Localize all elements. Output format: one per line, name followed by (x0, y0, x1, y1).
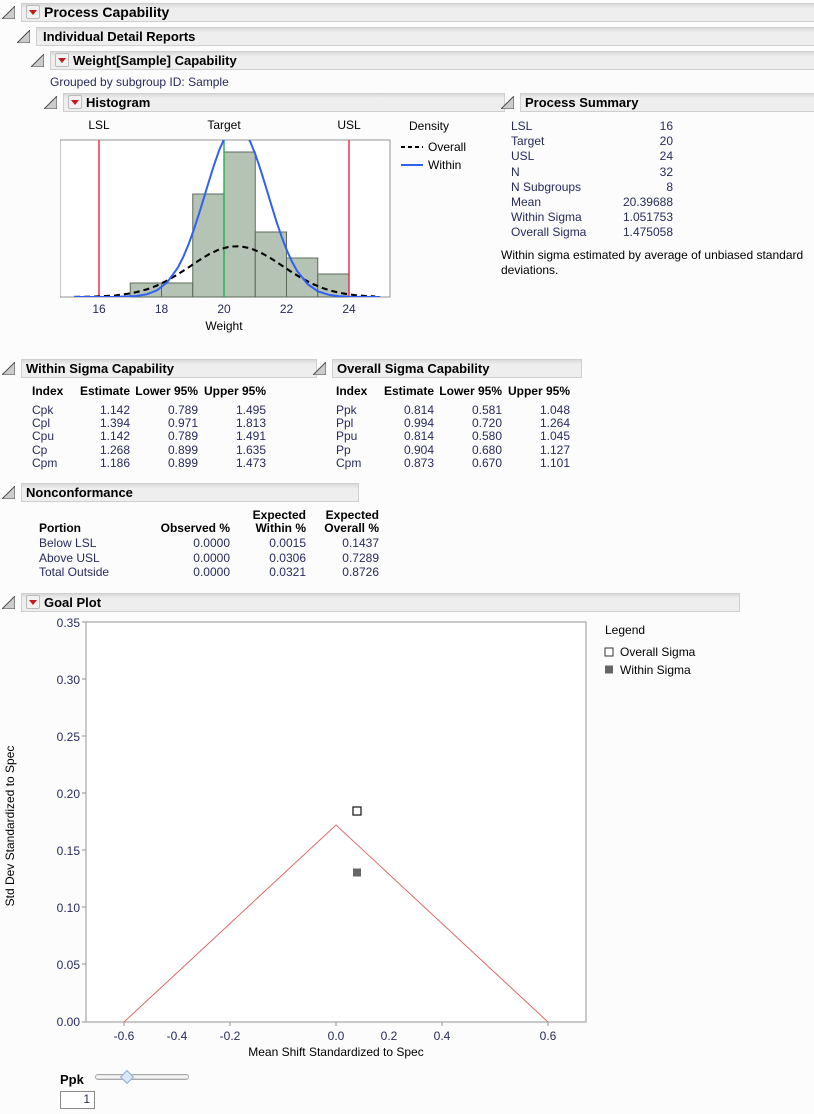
svg-text:22: 22 (280, 302, 294, 316)
svg-text:0.00: 0.00 (57, 1015, 81, 1029)
svg-text:0.25: 0.25 (57, 730, 81, 744)
svg-text:0.10: 0.10 (57, 901, 81, 915)
svg-text:Overall Sigma: Overall Sigma (620, 645, 696, 659)
svg-text:Within Sigma: Within Sigma (620, 663, 691, 677)
svg-text:0.35: 0.35 (57, 616, 81, 630)
svg-text:USL: USL (337, 118, 361, 132)
svg-text:Std Dev Standardized to Spec: Std Dev Standardized to Spec (3, 746, 17, 907)
svg-text:20: 20 (217, 302, 231, 316)
svg-text:Density: Density (409, 119, 449, 133)
svg-text:LSL: LSL (88, 118, 110, 132)
svg-text:Within: Within (428, 158, 461, 172)
svg-text:0.05: 0.05 (57, 958, 81, 972)
svg-text:Overall: Overall (428, 140, 466, 154)
svg-text:18: 18 (155, 302, 169, 316)
svg-text:Legend: Legend (605, 623, 645, 637)
svg-text:-0.6: -0.6 (114, 1029, 135, 1043)
svg-text:Weight: Weight (205, 319, 243, 333)
svg-text:Mean Shift Standardized to Spe: Mean Shift Standardized to Spec (248, 1045, 423, 1059)
svg-text:0.4: 0.4 (434, 1029, 451, 1043)
svg-text:0.15: 0.15 (57, 844, 81, 858)
svg-text:0.2: 0.2 (381, 1029, 398, 1043)
svg-text:24: 24 (342, 302, 356, 316)
svg-text:0.30: 0.30 (57, 673, 81, 687)
svg-text:0.20: 0.20 (57, 787, 81, 801)
svg-text:-0.4: -0.4 (167, 1029, 188, 1043)
svg-text:-0.2: -0.2 (220, 1029, 241, 1043)
svg-text:0.0: 0.0 (328, 1029, 345, 1043)
svg-text:0.6: 0.6 (540, 1029, 557, 1043)
svg-text:16: 16 (92, 302, 106, 316)
svg-text:Target: Target (207, 118, 241, 132)
